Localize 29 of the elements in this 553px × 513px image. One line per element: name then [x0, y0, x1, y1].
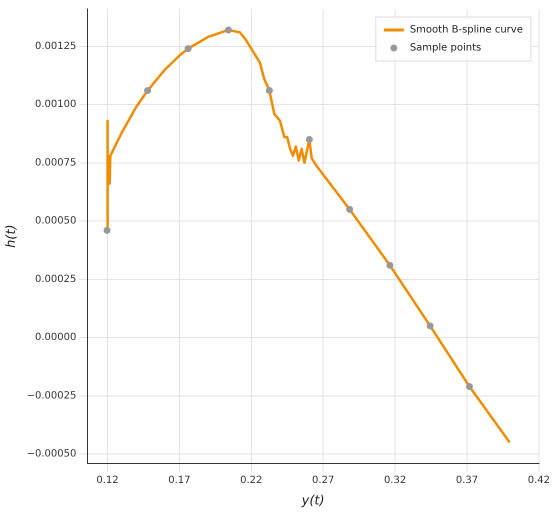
y-axis-title: h(t) [4, 224, 20, 248]
y-tick-label: 0.00000 [34, 332, 76, 344]
y-tick-label: 0.00100 [34, 99, 76, 110]
y-tick-label: −0.00050 [26, 448, 76, 460]
y-tick-label: 0.00125 [34, 40, 76, 52]
point [184, 45, 192, 52]
point [426, 322, 434, 330]
point [224, 26, 232, 34]
point [346, 206, 354, 213]
point [266, 87, 273, 94]
point [144, 87, 152, 94]
y-tick-label: 0.00050 [34, 216, 76, 227]
x-tick-label: 0.22 [240, 474, 262, 486]
legend-label: Sample points [410, 42, 482, 54]
y-tick-label: 0.00075 [34, 157, 76, 168]
x-tick-label: 0.42 [528, 474, 550, 486]
point [306, 136, 313, 143]
y-tick-label: −0.00025 [26, 390, 76, 402]
x-tick-label: 0.12 [96, 474, 119, 486]
x-tick-label: 0.32 [384, 474, 406, 486]
x-tick-label: 0.17 [168, 474, 190, 486]
x-tick-label: 0.27 [312, 474, 334, 486]
legend-label: Smooth B-spline curve [410, 24, 523, 36]
point [466, 383, 473, 390]
point [386, 262, 394, 269]
point [104, 226, 111, 234]
x-axis-title: y(t) [300, 494, 325, 509]
x-tick-label: 0.37 [456, 474, 478, 486]
y-tick-label: 0.00025 [34, 274, 76, 285]
